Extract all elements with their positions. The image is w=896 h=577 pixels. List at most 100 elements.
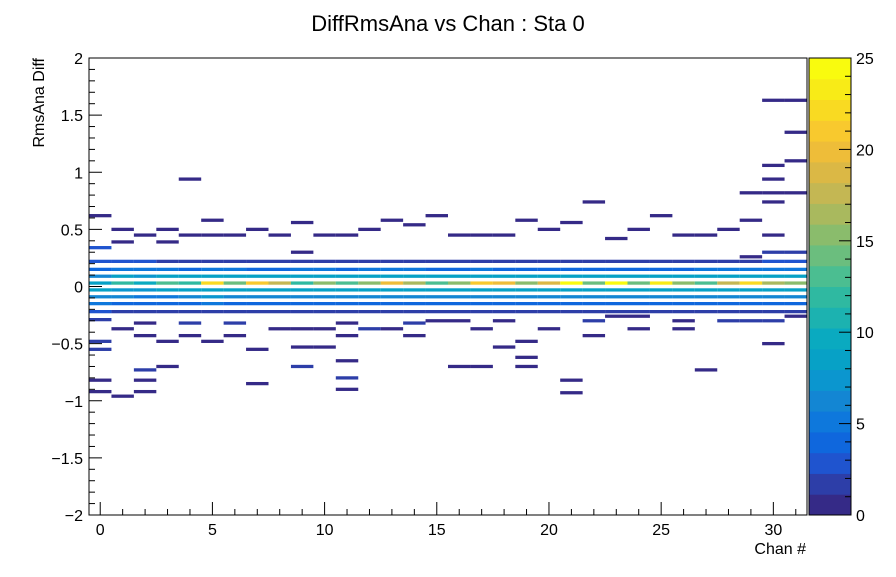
- heatmap-cell: [515, 274, 538, 278]
- heatmap-cell: [178, 233, 202, 237]
- heatmap-cell: [560, 288, 583, 292]
- heatmap-cell: [335, 288, 359, 292]
- heatmap-cell: [223, 274, 247, 278]
- heatmap-cell: [89, 389, 112, 394]
- heatmap-cell: [627, 314, 650, 318]
- heatmap-cell: [133, 233, 157, 237]
- heatmap-cell: [111, 288, 134, 292]
- heatmap-cell: [470, 302, 493, 306]
- heatmap-cell: [133, 274, 157, 278]
- heatmap-cell: [223, 281, 247, 285]
- heatmap-cell: [762, 200, 785, 204]
- color-scale-band: [809, 348, 851, 371]
- heatmap-cell: [335, 359, 359, 363]
- heatmap-cell: [111, 227, 134, 232]
- heatmap-cell: [627, 267, 650, 271]
- color-scale-tick-label: 25: [856, 51, 874, 68]
- heatmap-cell: [627, 259, 650, 263]
- color-scale-frame: [808, 57, 852, 516]
- heatmap-cell: [582, 319, 606, 323]
- heatmap-cell: [133, 389, 157, 394]
- color-scale-tick-label: 20: [856, 142, 874, 159]
- heatmap-cell: [694, 288, 718, 292]
- heatmap-cell: [335, 302, 359, 306]
- heatmap-cell: [470, 310, 493, 314]
- heatmap-cell: [403, 302, 426, 306]
- heatmap-cell: [178, 333, 202, 338]
- heatmap-cell: [762, 274, 785, 278]
- heatmap-cell: [560, 295, 583, 299]
- heatmap-cell: [133, 302, 157, 306]
- color-scale-band: [809, 431, 851, 454]
- heatmap-cell: [784, 250, 807, 254]
- y-tick-label: 0.5: [61, 222, 83, 239]
- heatmap-cell: [448, 281, 471, 285]
- heatmap-cell: [425, 281, 448, 285]
- heatmap-cell: [111, 281, 134, 285]
- heatmap-cell: [156, 295, 179, 299]
- heatmap-cell: [223, 233, 247, 237]
- heatmap-cell: [582, 302, 606, 306]
- x-tick-label: 15: [428, 522, 446, 539]
- heatmap-cell: [739, 191, 763, 195]
- heatmap-cell: [246, 281, 269, 285]
- heatmap-cell: [89, 246, 112, 250]
- heatmap-cell: [133, 288, 157, 292]
- heatmap-cell: [582, 310, 606, 314]
- heatmap-cell: [268, 327, 291, 331]
- heatmap-cell: [605, 281, 628, 285]
- color-scale-band: [809, 473, 851, 495]
- heatmap-cell: [784, 191, 807, 195]
- heatmap-cell: [133, 333, 157, 338]
- heatmap-cell: [784, 130, 807, 134]
- y-tick-label: −1: [65, 394, 83, 411]
- heatmap-cell: [89, 347, 112, 351]
- heatmap-cell: [89, 267, 112, 271]
- heatmap-cell: [111, 240, 134, 244]
- color-scale-band: [809, 99, 851, 121]
- heatmap-cell: [313, 310, 336, 314]
- heatmap-cell: [380, 302, 404, 306]
- heatmap-cell: [672, 267, 695, 271]
- heatmap-cell: [403, 267, 426, 271]
- heatmap-cell: [672, 327, 695, 331]
- heatmap-cell: [762, 98, 785, 102]
- heatmap-cell: [201, 233, 224, 237]
- heatmap-cell: [492, 295, 516, 299]
- heatmap-cell: [492, 319, 516, 323]
- heatmap-cell: [739, 267, 763, 271]
- heatmap-cell: [380, 288, 404, 292]
- heatmap-cell: [358, 267, 381, 271]
- heatmap-cell: [492, 267, 516, 271]
- heatmap-cell: [515, 267, 538, 271]
- heatmap-cell: [694, 295, 718, 299]
- heatmap-cell: [739, 288, 763, 292]
- color-scale-band: [809, 120, 851, 142]
- heatmap-cell: [380, 274, 404, 278]
- heatmap-cell: [515, 259, 538, 263]
- heatmap-cell: [156, 267, 179, 271]
- heatmap-cell: [223, 295, 247, 299]
- heatmap-cell: [717, 227, 740, 232]
- heatmap-cell: [201, 274, 224, 278]
- heatmap-cell: [537, 259, 561, 263]
- heatmap-cell: [246, 295, 269, 299]
- heatmap-cell: [470, 281, 493, 285]
- color-scale-band: [809, 224, 851, 246]
- heatmap-cell: [717, 319, 740, 323]
- color-scale-tick-label: 10: [856, 325, 874, 342]
- heatmap-cell: [784, 267, 807, 271]
- heatmap-cell: [358, 295, 381, 299]
- heatmap-cell: [784, 302, 807, 306]
- heatmap-cell: [425, 274, 448, 278]
- heatmap-cell: [739, 255, 763, 259]
- heatmap-cell: [425, 295, 448, 299]
- color-scale-bar: 0 5 10 15 20 25: [808, 51, 874, 525]
- heatmap-cell: [448, 319, 471, 323]
- heatmap-cell: [223, 333, 247, 338]
- heatmap-cell: [223, 302, 247, 306]
- heatmap-cell: [560, 391, 583, 395]
- heatmap-cell: [156, 281, 179, 285]
- heatmap-cell: [694, 274, 718, 278]
- heatmap-cell: [178, 281, 202, 285]
